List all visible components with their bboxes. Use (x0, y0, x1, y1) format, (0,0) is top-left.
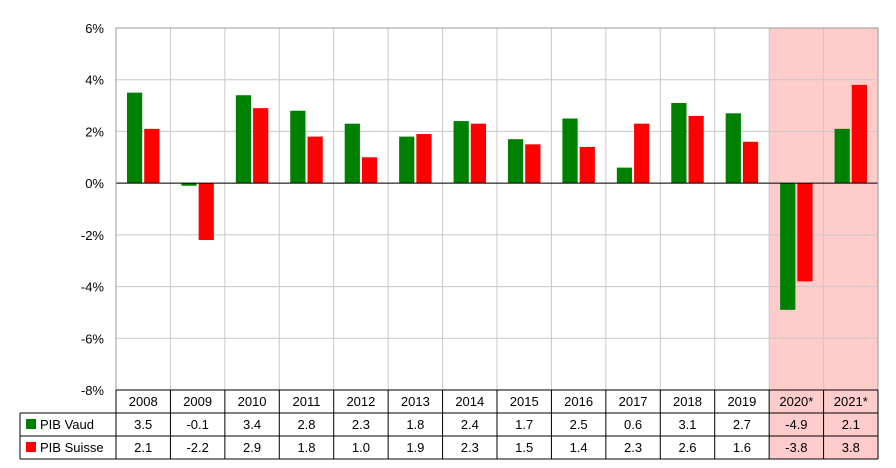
data-label: 3.4 (243, 417, 261, 432)
data-label: 2.3 (352, 417, 370, 432)
x-category-label: 2013 (401, 394, 430, 409)
data-label: 2.1 (842, 417, 860, 432)
data-label: 2.3 (461, 440, 479, 455)
y-tick-label: 0% (85, 176, 104, 191)
bar-vaud-2021 (834, 128, 850, 184)
bar-vaud-2008 (126, 92, 143, 184)
data-label: 2.7 (733, 417, 751, 432)
y-tick-label: -8% (81, 383, 105, 398)
x-category-label: 2012 (346, 394, 375, 409)
data-label: 2.9 (243, 440, 261, 455)
bar-vaud-2009 (181, 183, 197, 186)
bar-vaud-2013 (399, 136, 415, 184)
data-label: -2.2 (186, 440, 208, 455)
data-label: 3.5 (134, 417, 152, 432)
data-label: 2.6 (678, 440, 696, 455)
legend-series-name: PIB Suisse (40, 440, 104, 455)
bar-suisse-2021 (851, 84, 868, 184)
gridlines (116, 27, 878, 391)
legend-swatch-suisse (26, 442, 36, 452)
bar-vaud-2011 (290, 110, 306, 184)
y-tick-label: -4% (81, 280, 105, 295)
bar-suisse-2017 (634, 123, 650, 184)
data-label: 1.5 (515, 440, 533, 455)
x-category-label: 2008 (129, 394, 158, 409)
y-tick-label: 6% (85, 21, 104, 36)
x-category-label: 2015 (510, 394, 539, 409)
data-label: 3.1 (678, 417, 696, 432)
data-label: 1.6 (733, 440, 751, 455)
data-label: 3.8 (842, 440, 860, 455)
y-tick-label: -2% (81, 228, 105, 243)
data-label: 2.5 (570, 417, 588, 432)
bar-suisse-2018 (688, 115, 704, 184)
x-category-label: 2009 (183, 394, 212, 409)
data-label: 1.9 (406, 440, 424, 455)
x-category-label: 2014 (455, 394, 484, 409)
x-category-label: 2020* (779, 394, 813, 409)
y-tick-label: -6% (81, 331, 105, 346)
data-label: 1.0 (352, 440, 370, 455)
data-label: 2.4 (461, 417, 479, 432)
bar-vaud-2012 (344, 123, 360, 184)
y-axis-tick-labels: 6% 4% 2% 0% -2% -4% -6% -8% (81, 21, 105, 398)
x-category-label: 2016 (564, 394, 593, 409)
x-category-label: 2017 (619, 394, 648, 409)
bar-suisse-2020 (797, 183, 813, 282)
x-category-label: 2018 (673, 394, 702, 409)
data-table: 2008 2009 2010 2011 2012 2013 2014 2015 2016 2017… (19, 389, 879, 460)
bar-suisse-2016 (579, 146, 595, 184)
bar-suisse-2019 (742, 141, 759, 184)
legend-swatch-vaud (26, 419, 36, 429)
bar-suisse-2008 (144, 128, 160, 184)
x-category-label: 2010 (238, 394, 267, 409)
bar-vaud-2015 (507, 139, 524, 184)
data-label: 1.4 (570, 440, 588, 455)
data-label: -3.8 (785, 440, 807, 455)
data-label: 2.8 (297, 417, 315, 432)
data-label: 1.8 (406, 417, 424, 432)
bar-vaud-2019 (725, 113, 741, 184)
bar-suisse-2015 (525, 144, 541, 184)
y-tick-label: 4% (85, 73, 104, 88)
y-tick-label: 2% (85, 124, 104, 139)
bar-suisse-2011 (307, 136, 323, 184)
bar-vaud-2017 (616, 167, 633, 184)
bar-suisse-2012 (361, 157, 378, 184)
bar-suisse-2014 (470, 123, 487, 184)
data-label: -0.1 (186, 417, 208, 432)
data-label: 2.1 (134, 440, 152, 455)
bar-vaud-2020 (780, 183, 796, 310)
bar-vaud-2018 (671, 102, 687, 184)
bar-vaud-2016 (562, 118, 578, 184)
bars-layer (126, 84, 868, 310)
bar-suisse-2010 (253, 108, 269, 184)
data-label: 1.8 (297, 440, 315, 455)
data-label: 1.7 (515, 417, 533, 432)
bar-vaud-2014 (453, 121, 469, 184)
data-label: 2.3 (624, 440, 642, 455)
bar-suisse-2009 (198, 183, 214, 241)
data-label: 0.6 (624, 417, 642, 432)
x-category-label: 2011 (293, 394, 321, 409)
bar-vaud-2010 (235, 95, 252, 184)
data-label: -4.9 (785, 417, 807, 432)
legend-series-name: PIB Vaud (40, 417, 94, 432)
bar-suisse-2013 (416, 134, 432, 184)
x-category-label: 2019 (727, 394, 756, 409)
x-category-label: 2021* (834, 394, 868, 409)
